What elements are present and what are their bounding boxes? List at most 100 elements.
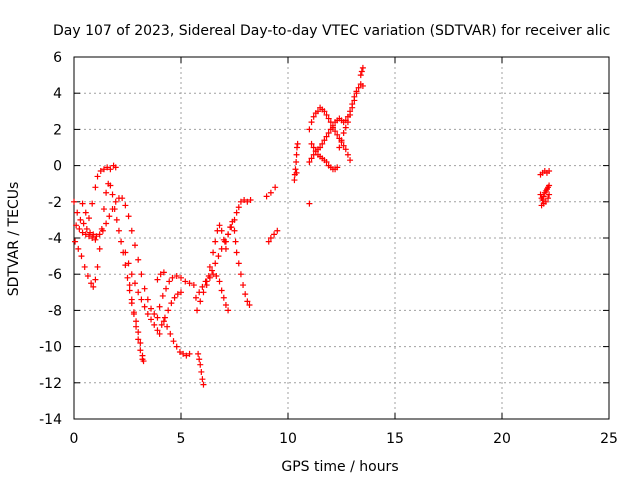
data-series bbox=[306, 64, 366, 207]
data-point bbox=[103, 220, 110, 227]
data-point bbox=[310, 144, 317, 151]
data-point bbox=[170, 338, 177, 345]
data-point bbox=[106, 213, 113, 220]
data-point bbox=[359, 64, 366, 71]
y-tick-label: -2 bbox=[48, 195, 62, 211]
data-point bbox=[78, 253, 85, 260]
data-point bbox=[183, 352, 190, 359]
data-point bbox=[344, 151, 351, 158]
data-point bbox=[225, 231, 232, 238]
data-point bbox=[151, 321, 158, 328]
data-point bbox=[124, 274, 131, 281]
data-series bbox=[308, 140, 341, 173]
data-point bbox=[76, 225, 83, 232]
data-point bbox=[128, 227, 135, 234]
data-point bbox=[79, 229, 86, 236]
data-point bbox=[158, 321, 165, 328]
data-point bbox=[342, 146, 349, 153]
x-tick-label: 15 bbox=[386, 431, 404, 447]
data-point bbox=[77, 216, 84, 223]
data-point bbox=[186, 280, 193, 287]
data-point bbox=[85, 215, 92, 222]
data-point bbox=[122, 262, 129, 269]
data-point bbox=[325, 115, 332, 122]
data-point bbox=[203, 282, 210, 289]
y-tick-label: -8 bbox=[48, 303, 62, 319]
data-point bbox=[314, 108, 321, 115]
data-point bbox=[321, 137, 328, 144]
data-point bbox=[85, 233, 92, 240]
data-point bbox=[154, 314, 161, 321]
data-point bbox=[306, 126, 313, 133]
data-point bbox=[197, 298, 204, 305]
data-point bbox=[349, 104, 356, 111]
data-point bbox=[292, 166, 299, 173]
data-point bbox=[206, 263, 213, 270]
data-point bbox=[537, 191, 544, 198]
data-point bbox=[342, 124, 349, 131]
data-point bbox=[327, 126, 334, 133]
data-point bbox=[246, 301, 253, 308]
data-point bbox=[323, 111, 330, 118]
data-point bbox=[308, 140, 315, 147]
data-point bbox=[267, 189, 274, 196]
data-series bbox=[306, 104, 354, 164]
data-point bbox=[210, 249, 217, 256]
data-point bbox=[244, 198, 251, 205]
data-point bbox=[225, 307, 232, 314]
data-point bbox=[190, 282, 197, 289]
data-point bbox=[334, 131, 341, 138]
data-point bbox=[542, 198, 549, 205]
data-point bbox=[113, 216, 120, 223]
data-point bbox=[215, 253, 222, 260]
data-point bbox=[128, 296, 135, 303]
data-series bbox=[79, 162, 119, 222]
data-point bbox=[141, 303, 148, 310]
data-point bbox=[206, 274, 213, 281]
data-point bbox=[138, 271, 145, 278]
data-point bbox=[169, 274, 176, 281]
data-point bbox=[274, 227, 281, 234]
x-tick-labels: 0 5 10 15 20 25 bbox=[70, 431, 618, 447]
data-point bbox=[174, 291, 181, 298]
data-point bbox=[359, 82, 366, 89]
data-point bbox=[340, 142, 347, 149]
data-point bbox=[141, 285, 148, 292]
x-tick-label: 20 bbox=[493, 431, 511, 447]
data-point bbox=[173, 343, 180, 350]
data-point bbox=[200, 289, 207, 296]
data-point bbox=[293, 169, 300, 176]
data-series bbox=[156, 273, 197, 310]
data-point bbox=[308, 119, 315, 126]
data-point bbox=[148, 316, 155, 323]
data-point bbox=[100, 206, 107, 213]
data-point bbox=[340, 130, 347, 137]
data-series bbox=[203, 271, 232, 314]
y-tick-label: 2 bbox=[53, 122, 62, 138]
data-point bbox=[92, 236, 99, 243]
data-point bbox=[135, 329, 142, 336]
data-point bbox=[125, 213, 132, 220]
data-point bbox=[312, 148, 319, 155]
data-point bbox=[115, 227, 122, 234]
chart-title: Day 107 of 2023, Sidereal Day-to-day VTE… bbox=[53, 23, 610, 39]
data-point bbox=[159, 292, 166, 299]
data-point bbox=[242, 291, 249, 298]
data-point bbox=[157, 271, 164, 278]
data-point bbox=[180, 350, 187, 357]
data-point bbox=[212, 238, 219, 245]
data-point bbox=[237, 198, 244, 205]
data-point bbox=[88, 280, 95, 287]
data-point bbox=[294, 140, 301, 147]
data-point bbox=[186, 350, 193, 357]
x-tick-label: 10 bbox=[279, 431, 297, 447]
grid bbox=[74, 57, 609, 419]
data-point bbox=[545, 195, 552, 202]
data-series bbox=[158, 289, 184, 328]
data-point bbox=[247, 196, 254, 203]
data-point bbox=[357, 72, 364, 79]
data-point bbox=[126, 282, 133, 289]
y-tick-label: -4 bbox=[48, 231, 62, 247]
data-point bbox=[128, 271, 135, 278]
